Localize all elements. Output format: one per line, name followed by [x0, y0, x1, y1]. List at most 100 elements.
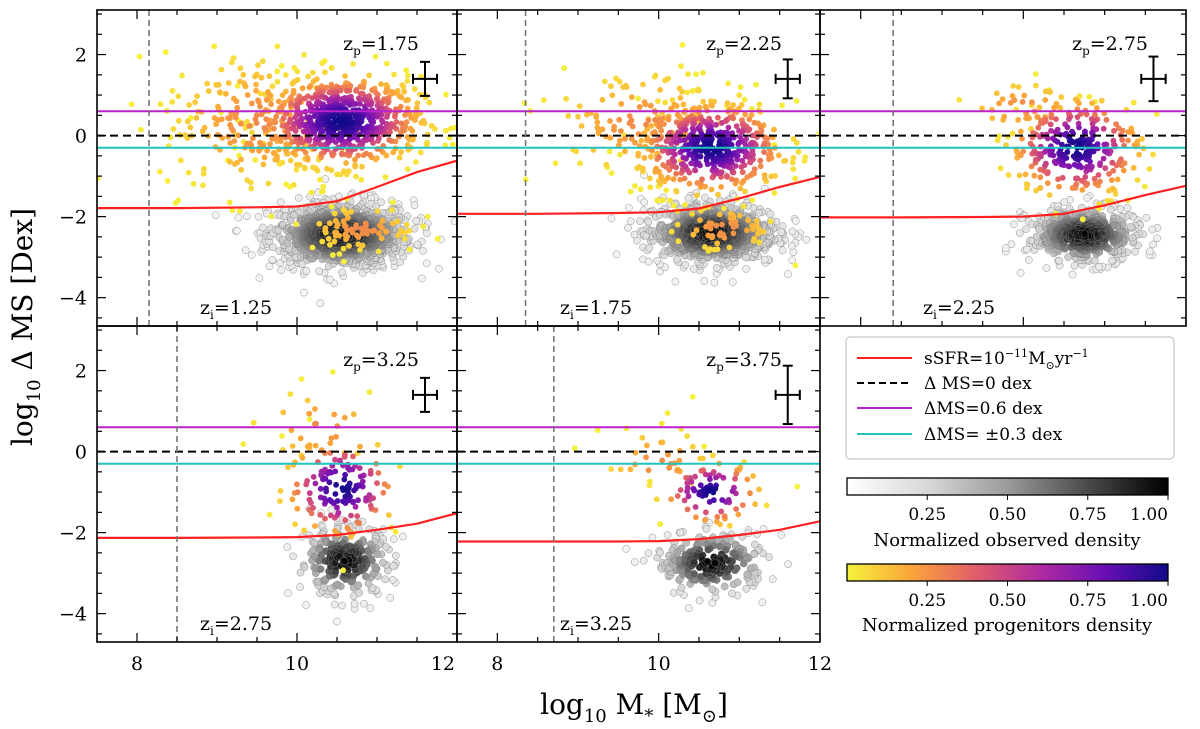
progenitor-point	[735, 141, 742, 148]
progenitor-point	[359, 163, 365, 170]
progenitor-point	[402, 112, 408, 118]
progenitor-point	[272, 119, 279, 126]
progenitor-point	[730, 224, 737, 230]
progenitor-point	[775, 152, 782, 159]
progenitor-point	[388, 90, 395, 97]
progenitor-point	[671, 202, 677, 209]
progenitor-point	[714, 246, 721, 253]
progenitor-point	[665, 116, 672, 123]
progenitor-point	[792, 175, 798, 182]
progenitor-point	[576, 103, 583, 109]
progenitor-point	[679, 88, 685, 95]
progenitor-point	[670, 176, 677, 183]
progenitor-point	[414, 100, 421, 106]
progenitor-point	[738, 164, 745, 170]
progenitor-point	[291, 149, 297, 155]
progenitor-point	[289, 80, 296, 87]
progenitor-point	[319, 60, 325, 66]
observed-point	[607, 214, 616, 223]
progenitor-point	[1093, 105, 1100, 111]
progenitor-point	[999, 96, 1006, 102]
observed-point	[241, 246, 250, 254]
progenitor-point	[708, 186, 715, 193]
progenitor-point	[357, 247, 363, 253]
progenitor-point	[693, 227, 700, 234]
progenitor-point	[662, 77, 668, 84]
ssfr-line	[97, 512, 457, 539]
observed-point	[742, 253, 750, 262]
progenitor-point	[1103, 116, 1110, 123]
progenitor-point	[319, 471, 325, 478]
progenitor-point	[1083, 149, 1090, 156]
y-tick-label: 2	[75, 45, 87, 67]
progenitor-point	[344, 88, 350, 94]
observed-point	[1091, 256, 1099, 265]
progenitor-point	[1136, 151, 1142, 158]
progenitor-point	[310, 69, 316, 76]
progenitor-point	[386, 137, 393, 143]
progenitor-point	[234, 159, 241, 166]
progenitor-point	[284, 129, 291, 136]
observed-point	[791, 217, 800, 225]
progenitor-point	[725, 80, 732, 87]
progenitor-point	[647, 175, 653, 182]
progenitor-point	[552, 160, 559, 167]
progenitor-point	[363, 495, 369, 501]
progenitor-point	[355, 241, 362, 248]
observed-point	[673, 255, 681, 264]
observed-point	[268, 256, 277, 264]
progenitor-point	[420, 223, 427, 230]
progenitor-point	[1048, 127, 1054, 134]
progenitor-point	[250, 419, 257, 426]
progenitor-point	[640, 81, 646, 88]
progenitor-point	[282, 72, 289, 78]
progenitor-point	[716, 211, 723, 218]
observed-point	[743, 570, 752, 579]
progenitor-point	[618, 101, 625, 107]
progenitor-point	[1110, 167, 1117, 174]
progenitor-point	[645, 117, 652, 124]
progenitor-point	[339, 485, 346, 491]
progenitor-point	[312, 442, 319, 449]
progenitor-point	[351, 487, 357, 494]
observed-point	[262, 209, 271, 218]
progenitor-point	[647, 184, 654, 191]
progenitor-point	[352, 503, 359, 510]
progenitor-point	[279, 159, 286, 166]
progenitor-point	[319, 238, 326, 245]
zp-label: zp=2.75	[1072, 33, 1148, 58]
progenitor-point	[240, 441, 247, 447]
observed-point	[1010, 220, 1018, 228]
progenitor-point	[1125, 129, 1132, 135]
progenitor-point	[1032, 71, 1039, 77]
progenitor-point	[754, 130, 760, 136]
observed-point	[644, 218, 653, 226]
progenitor-point	[136, 53, 143, 60]
progenitor-point	[186, 102, 193, 108]
progenitor-point	[294, 68, 301, 75]
progenitor-point	[1037, 151, 1044, 157]
progenitor-point	[279, 433, 285, 439]
observed-point	[364, 548, 373, 557]
observed-point	[255, 274, 264, 282]
progenitor-point	[616, 78, 623, 85]
progenitor-point	[1150, 151, 1156, 158]
progenitor-point	[748, 112, 755, 118]
progenitor-point	[263, 116, 270, 122]
progenitor-point	[601, 78, 608, 85]
observed-point	[277, 266, 286, 274]
progenitor-point	[683, 155, 689, 162]
progenitor-point	[306, 416, 313, 423]
progenitor-point	[1028, 163, 1035, 170]
progenitor-point	[622, 135, 628, 142]
observed-point	[360, 599, 368, 608]
progenitor-point	[673, 170, 679, 177]
progenitor-point	[230, 127, 236, 134]
observed-point	[1022, 225, 1030, 233]
progenitor-point	[398, 227, 404, 234]
progenitor-point	[594, 124, 601, 131]
progenitor-point	[353, 87, 359, 94]
progenitor-point	[686, 180, 693, 187]
progenitor-point	[626, 113, 633, 119]
observed-point	[386, 594, 395, 602]
